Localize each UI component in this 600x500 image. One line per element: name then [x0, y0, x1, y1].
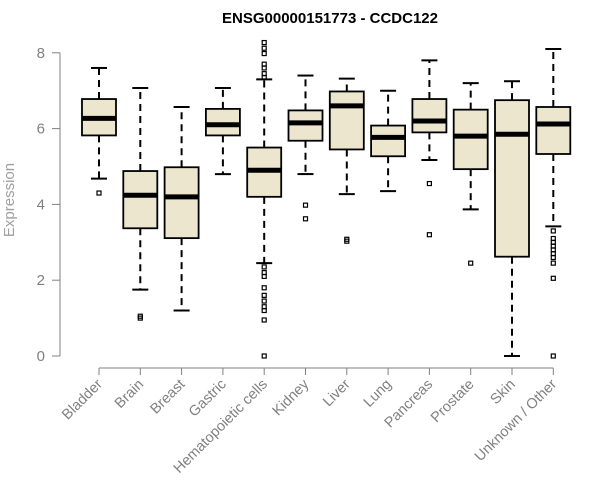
outlier-point — [550, 254, 556, 261]
box-iqr — [328, 90, 365, 151]
box-iqr — [370, 124, 407, 158]
outlier-point — [261, 292, 267, 298]
box-group — [452, 82, 489, 266]
box-iqr — [163, 166, 200, 240]
box-iqr — [411, 98, 448, 134]
x-tick-label: Skin — [488, 377, 519, 408]
outlier-point — [426, 232, 432, 238]
box-iqr — [535, 106, 572, 155]
outlier-point — [261, 307, 267, 314]
outlier-point — [261, 45, 267, 51]
box-group — [204, 87, 241, 176]
outlier-point — [261, 65, 267, 71]
plot-area — [81, 39, 572, 359]
box-group — [163, 105, 200, 312]
y-tick-label: 6 — [37, 121, 45, 138]
outlier-point — [550, 275, 556, 281]
outlier-point — [468, 260, 474, 266]
outlier-point — [261, 353, 267, 359]
y-tick-label: 0 — [37, 348, 45, 365]
outlier-point — [261, 264, 267, 270]
x-tick-label: Liver — [320, 376, 354, 410]
box-group — [535, 48, 572, 359]
outlier-point — [261, 317, 267, 323]
box-group — [494, 80, 530, 357]
x-tick-label: Kidney — [270, 376, 313, 419]
outlier-point — [261, 50, 267, 57]
box-group — [411, 59, 448, 238]
box-iqr — [204, 107, 241, 137]
box-iqr — [122, 170, 159, 230]
outlier-point — [344, 238, 350, 244]
chart-title: ENSG00000151773 - CCDC122 — [222, 10, 438, 27]
outlier-point — [302, 216, 309, 222]
box-group — [328, 77, 365, 244]
box-group — [287, 74, 324, 222]
outlier-point — [550, 228, 556, 234]
box-group — [81, 66, 117, 196]
y-tick-label: 8 — [37, 45, 45, 62]
x-tick-label: Bladder — [59, 376, 106, 423]
outlier-point — [550, 353, 556, 359]
x-tick-label: Prostate — [428, 377, 477, 426]
outlier-point — [96, 190, 102, 196]
box-iqr — [494, 99, 530, 258]
x-tick-label: Breast — [147, 377, 188, 418]
y-tick-label: 2 — [37, 272, 45, 289]
outlier-point — [137, 315, 143, 321]
outlier-point — [261, 74, 267, 81]
box-group — [370, 89, 407, 193]
x-tick-label: Lung — [361, 377, 395, 411]
outlier-point — [302, 202, 309, 208]
box-group — [246, 39, 283, 359]
box-group — [122, 87, 159, 321]
outlier-point — [261, 285, 267, 291]
y-axis-label: Expression — [1, 163, 18, 237]
outlier-point — [261, 273, 267, 280]
outlier-point — [261, 39, 267, 46]
x-tick-label: Brain — [112, 377, 147, 412]
outlier-point — [550, 260, 556, 266]
outlier-point — [426, 180, 432, 187]
box-iqr — [287, 109, 324, 142]
y-tick-label: 4 — [37, 196, 45, 213]
y-axis: 0 2 4 6 8 — [37, 45, 61, 365]
outlier-point — [261, 298, 267, 304]
box-iqr — [452, 108, 489, 171]
